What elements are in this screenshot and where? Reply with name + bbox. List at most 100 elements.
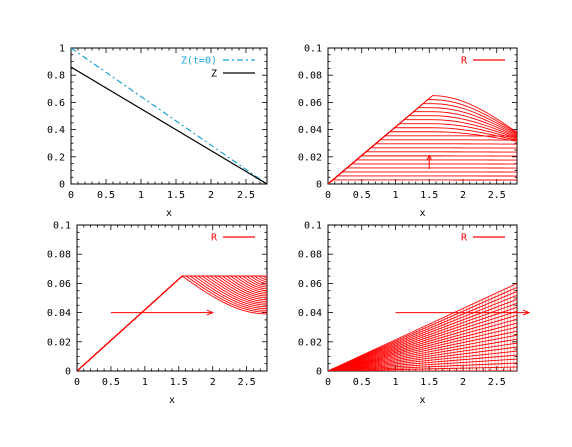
r-curve — [77, 275, 267, 371]
y-tick-label: 0.06 — [298, 279, 322, 290]
chart-panel-4: 0 0.5 1 1.5 2 2.5 0 0.02 0.04 0.06 0.08 0.1 x R — [298, 221, 531, 406]
x-tick-label: 1.5 — [167, 190, 185, 201]
y-tick-label: 0 — [316, 367, 322, 378]
x-tick-label: 0 — [325, 190, 331, 201]
r-curve — [77, 275, 267, 371]
y-tick-label: 0.02 — [47, 337, 71, 348]
legend-label: R — [211, 233, 218, 244]
y-tick-label: 0 — [65, 367, 71, 378]
r-curve — [328, 123, 517, 184]
y-tick-label: 0.2 — [47, 152, 65, 163]
y-tick-label: 0.04 — [298, 308, 322, 319]
legend-label: Z(t=0) — [181, 56, 217, 67]
legend-label: R — [461, 233, 468, 244]
r-curve — [77, 275, 267, 371]
x-tick-label: 0 — [74, 377, 80, 388]
r-curve — [77, 275, 267, 371]
r-curve — [328, 163, 517, 184]
x-tick-label: 0.5 — [102, 377, 120, 388]
arrow-head — [522, 309, 531, 316]
x-axis-label: x — [419, 395, 425, 406]
x-axis-label: x — [166, 208, 172, 219]
y-tick-label: 0 — [59, 180, 65, 191]
y-tick-label: 0 — [316, 180, 322, 191]
r-curve — [328, 111, 517, 184]
r-curve — [328, 95, 517, 184]
x-tick-label: 1 — [392, 377, 398, 388]
x-tick-label: 2 — [208, 190, 214, 201]
y-tick-label: 0.6 — [47, 98, 65, 109]
series-line-z-t-0- — [71, 48, 267, 184]
x-tick-label: 0 — [325, 377, 331, 388]
x-tick-label: 2.5 — [237, 190, 255, 201]
r-curve — [77, 275, 267, 371]
r-curve — [77, 275, 267, 371]
x-tick-label: 1 — [142, 377, 148, 388]
r-curve — [328, 147, 517, 184]
y-tick-label: 1 — [59, 44, 65, 55]
x-tick-label: 2.5 — [488, 190, 506, 201]
y-tick-label: 0.1 — [304, 44, 322, 55]
r-curve — [328, 115, 517, 184]
legend-label: R — [461, 56, 468, 67]
y-tick-label: 0.04 — [298, 125, 322, 136]
legend-label: Z — [211, 69, 217, 80]
y-tick-label: 0.06 — [298, 98, 322, 109]
r-curve — [328, 167, 517, 184]
chart-panel-1: 0 0.5 1 1.5 2 2.5 0 0.2 0.4 0.6 0.8 1 x Z(t=0) Z — [47, 44, 268, 219]
y-tick-label: 0.1 — [304, 221, 322, 232]
r-curve — [328, 175, 517, 184]
x-tick-label: 0.5 — [353, 377, 371, 388]
r-curve — [328, 103, 517, 184]
y-tick-label: 0.4 — [47, 125, 65, 136]
x-tick-label: 0.5 — [97, 190, 115, 201]
r-curve — [77, 275, 267, 371]
arrow-head — [426, 154, 433, 161]
r-curve — [77, 275, 267, 371]
r-curve — [77, 275, 267, 371]
r-curve — [77, 275, 267, 371]
x-axis-label: x — [419, 208, 425, 219]
r-curve — [328, 99, 517, 184]
y-tick-label: 0.08 — [298, 250, 322, 261]
x-tick-label: 0 — [68, 190, 74, 201]
r-curve — [77, 275, 267, 371]
r-curve — [328, 159, 517, 184]
x-tick-label: 2 — [210, 377, 216, 388]
r-curve — [328, 171, 517, 184]
y-tick-label: 0.04 — [47, 308, 71, 319]
r-curve — [77, 275, 267, 371]
r-curve — [77, 275, 267, 371]
chart-panel-2: 0 0.5 1 1.5 2 2.5 0 0.02 0.04 0.06 0.08 0.1 x R — [298, 44, 518, 219]
x-tick-label: 1.5 — [170, 377, 188, 388]
y-tick-label: 0.8 — [47, 71, 65, 82]
y-tick-label: 0.02 — [298, 152, 322, 163]
plot-frame — [70, 47, 268, 185]
r-curve — [328, 139, 517, 184]
x-tick-label: 0.5 — [353, 190, 371, 201]
r-curve — [328, 151, 517, 184]
r-curve — [328, 179, 517, 184]
r-curve — [328, 131, 517, 184]
r-curve — [77, 275, 267, 371]
x-tick-label: 1.5 — [420, 377, 438, 388]
r-curve — [77, 275, 267, 371]
x-tick-label: 2 — [460, 377, 466, 388]
y-tick-label: 0.08 — [47, 250, 71, 261]
r-curve — [328, 143, 517, 184]
r-curve — [77, 275, 267, 371]
series-line-z — [71, 66, 267, 184]
data-layer — [71, 48, 267, 184]
r-curve — [77, 275, 267, 371]
y-tick-label: 0.08 — [298, 71, 322, 82]
x-tick-label: 2.5 — [488, 377, 506, 388]
r-curve — [77, 275, 267, 371]
x-tick-label: 1.5 — [420, 190, 438, 201]
arrow-head — [206, 309, 215, 316]
x-axis-label: x — [169, 395, 175, 406]
y-tick-label: 0.1 — [53, 221, 71, 232]
r-curve — [328, 107, 517, 184]
x-tick-label: 1 — [392, 190, 398, 201]
r-curve — [328, 119, 517, 184]
